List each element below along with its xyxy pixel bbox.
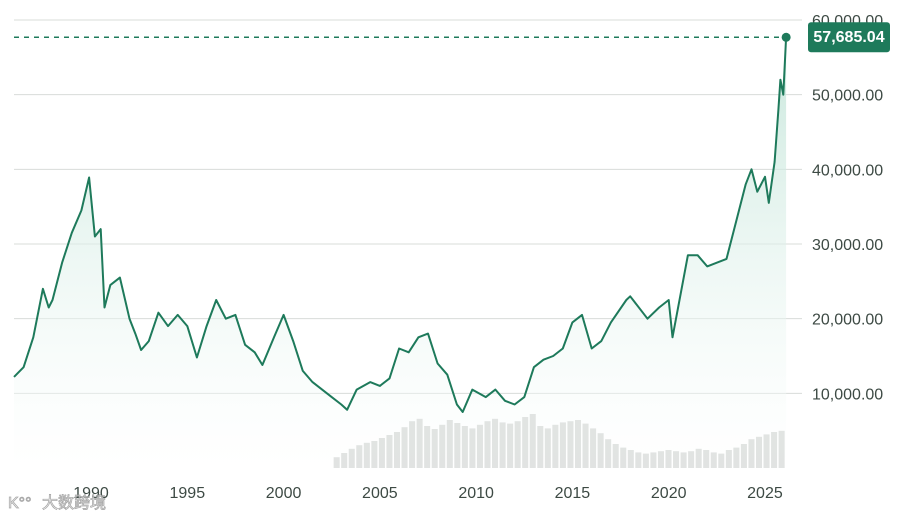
x-tick-label: 2000 [266,485,302,502]
last-value-dot [781,32,791,42]
x-tick-label: 2015 [555,485,591,502]
watermark-logo: K°° [8,495,31,512]
x-tick-label: 1995 [170,485,206,502]
x-tick-label: 2010 [458,485,494,502]
price-line [13,37,788,413]
x-tick-label: 2025 [747,485,783,502]
last-value-badge-background [808,22,890,53]
watermark-text: 大数跨境 [42,493,106,512]
y-tick-label: 20,000.00 [812,312,883,329]
y-tick-label: 50,000.00 [812,88,883,105]
x-tick-label: 2020 [651,485,687,502]
last-value-badge: 57,685.04 [808,22,890,53]
watermark: K°° 大数跨境 [8,493,107,513]
y-axis: 10,000.00 20,000.00 30,000.00 40,000.00 50,0… [812,13,883,403]
x-tick-label: 1990 [73,485,109,502]
y-tick-label: 40,000.00 [812,162,883,179]
y-tick-label: 30,000.00 [812,237,883,254]
price-area-fill [14,37,787,469]
x-axis: 1990 1995 2000 2005 2010 2015 2020 2025 [73,485,783,502]
x-tick-label: 2005 [362,485,398,502]
last-value-label: 57,685.04 [813,29,884,46]
y-tick-label: 10,000.00 [812,386,883,403]
